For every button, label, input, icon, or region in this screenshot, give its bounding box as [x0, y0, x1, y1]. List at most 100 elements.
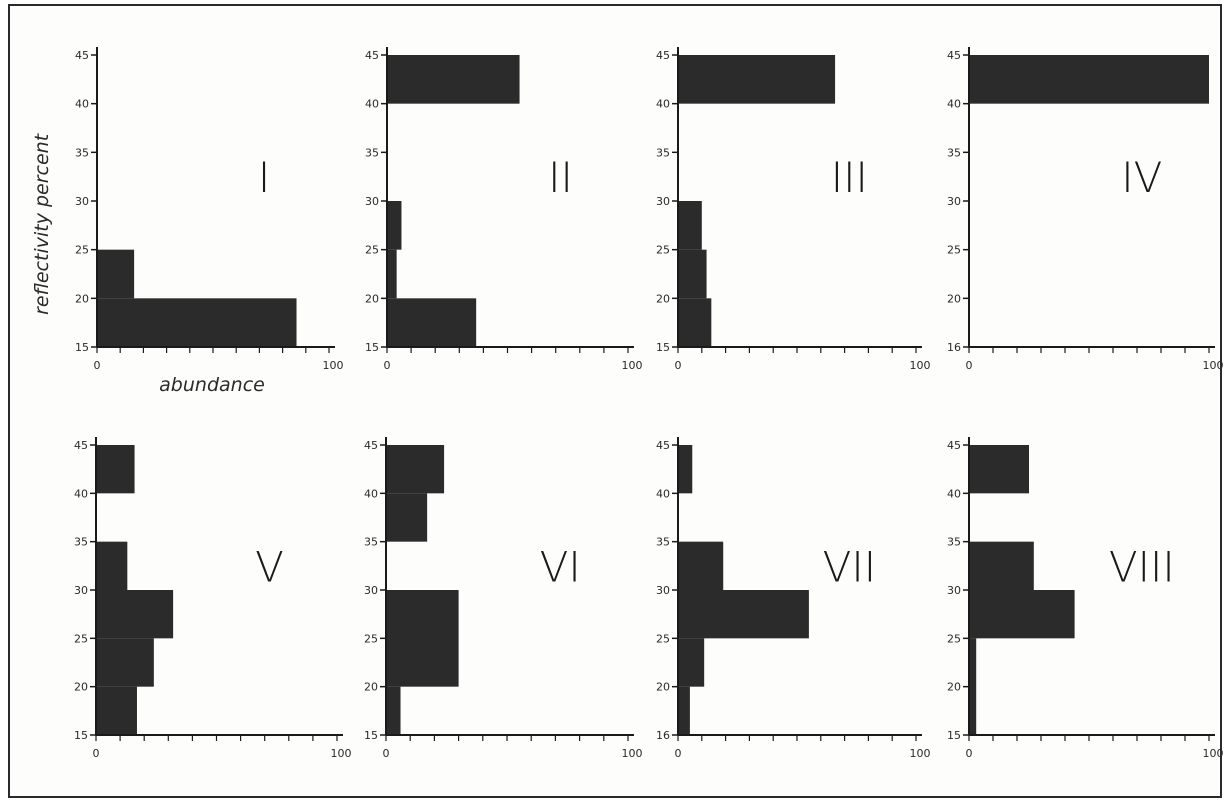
- y-tick-label-IV-30: 30: [947, 195, 961, 208]
- y-tick-label-II-20: 20: [365, 292, 379, 305]
- bar-V-40-45: [96, 445, 135, 494]
- y-tick-label-IV-40: 40: [947, 98, 961, 111]
- bar-VII-30-35: [678, 541, 724, 590]
- bar-V-20-25: [96, 638, 154, 687]
- panel-label-VII: VII: [823, 542, 877, 591]
- panel-label-V: V: [255, 542, 284, 591]
- y-tick-label-I-40: 40: [75, 98, 89, 111]
- y-tick-label-VIII-30: 30: [947, 584, 961, 597]
- y-tick-label-VI-15: 15: [364, 729, 378, 742]
- y-tick-label-VI-35: 35: [364, 536, 378, 549]
- y-tick-label-II-30: 30: [365, 195, 379, 208]
- x-tick-label-IV-0: 0: [966, 359, 973, 372]
- bar-VI-20-30: [386, 590, 459, 687]
- bar-II-20-25: [387, 249, 397, 299]
- y-tick-label-VII-45: 45: [656, 439, 670, 452]
- bar-VII-25-30: [678, 590, 809, 639]
- x-tick-label-V-0: 0: [93, 747, 100, 760]
- panel-VIII: 15 20 25 30 35 40 45 0 100 VIII: [947, 437, 1224, 760]
- panel-label-I: I: [258, 153, 270, 202]
- bar-VII-20-25: [678, 638, 705, 687]
- x-tick-label-V-100: 100: [331, 747, 352, 760]
- bar-III-25-30: [678, 201, 702, 250]
- y-tick-label-I-15: 15: [75, 341, 89, 354]
- x-tick-label-II-100: 100: [622, 359, 643, 372]
- y-tick-label-IV-35: 35: [947, 146, 961, 159]
- y-tick-label-VI-40: 40: [364, 487, 378, 500]
- y-tick-label-VI-20: 20: [364, 681, 378, 694]
- panel-III: 15 20 25 30 35 40 45 0 100 III: [656, 47, 931, 372]
- panel-label-VI: VI: [540, 542, 581, 591]
- x-tick-label-VI-100: 100: [622, 747, 643, 760]
- y-tick-label-II-40: 40: [365, 98, 379, 111]
- y-tick-label-V-15: 15: [74, 729, 88, 742]
- y-tick-label-V-20: 20: [74, 681, 88, 694]
- y-tick-label-VII-20: 20: [656, 681, 670, 694]
- y-tick-label-IV-45: 45: [947, 49, 961, 62]
- panel-label-IV: IV: [1121, 153, 1162, 202]
- y-tick-label-II-35: 35: [365, 146, 379, 159]
- y-tick-label-VIII-25: 25: [947, 632, 961, 645]
- bar-VI-35-40: [386, 493, 428, 542]
- y-tick-label-VI-25: 25: [364, 632, 378, 645]
- y-tick-label-IV-25: 25: [947, 244, 961, 257]
- panel-V: 15 20 25 30 35 40 45 0 100 V: [74, 437, 352, 760]
- y-tick-label-III-30: 30: [656, 195, 670, 208]
- y-tick-label-VIII-20: 20: [947, 681, 961, 694]
- panel-label-VIII: VIII: [1109, 542, 1175, 591]
- x-tick-label-I-0: 0: [94, 359, 101, 372]
- x-tick-label-III-100: 100: [910, 359, 931, 372]
- y-tick-label-II-15: 15: [365, 341, 379, 354]
- y-tick-label-V-45: 45: [74, 439, 88, 452]
- panel-label-III: III: [831, 153, 868, 202]
- y-tick-label-VI-30: 30: [364, 584, 378, 597]
- bar-III-15-20: [678, 298, 712, 347]
- bar-VIII-25-30: [969, 590, 1075, 639]
- y-tick-label-VII-40: 40: [656, 487, 670, 500]
- y-tick-label-IV-20: 20: [947, 292, 961, 305]
- y-tick-label-III-35: 35: [656, 146, 670, 159]
- bar-VI-15-20: [386, 686, 401, 735]
- y-tick-label-VIII-40: 40: [947, 487, 961, 500]
- x-tick-label-VI-0: 0: [383, 747, 390, 760]
- panel-II: 15 20 25 30 35 40 45 0 100 II: [365, 47, 643, 372]
- y-tick-label-VIII-45: 45: [947, 439, 961, 452]
- y-tick-label-III-20: 20: [656, 292, 670, 305]
- bar-V-30-35: [96, 541, 128, 590]
- panel-IV: 16 20 25 30 35 40 45 0 100 IV: [947, 47, 1224, 372]
- y-axis-title: reflectivity percent: [31, 132, 53, 315]
- y-tick-label-VIII-35: 35: [947, 536, 961, 549]
- x-axis-title: abundance: [159, 374, 265, 396]
- y-tick-label-III-15: 15: [656, 341, 670, 354]
- bar-II-40-45: [387, 55, 520, 104]
- bar-VII-40-45: [678, 445, 693, 494]
- y-tick-label-I-45: 45: [75, 49, 89, 62]
- x-tick-label-I-100: 100: [323, 359, 344, 372]
- y-tick-label-II-45: 45: [365, 49, 379, 62]
- bar-V-25-30: [96, 590, 174, 639]
- y-tick-label-I-30: 30: [75, 195, 89, 208]
- x-tick-label-VII-0: 0: [675, 747, 682, 760]
- panel-VI: 15 20 25 30 35 40 45 0 100 VI: [364, 437, 643, 760]
- bar-I-20-25: [97, 249, 135, 299]
- panel-label-II: II: [548, 153, 573, 202]
- bar-V-15-20: [96, 686, 137, 735]
- bar-II-25-30: [387, 201, 402, 250]
- x-tick-label-II-0: 0: [384, 359, 391, 372]
- bar-VIII-15-25: [969, 638, 977, 735]
- y-tick-label-IV-15: 16: [947, 341, 961, 354]
- x-tick-label-VII-100: 100: [910, 747, 931, 760]
- y-tick-label-III-25: 25: [656, 244, 670, 257]
- x-tick-label-VIII-0: 0: [966, 747, 973, 760]
- figure-frame: [8, 4, 1222, 798]
- panel-VII: 16 20 25 30 35 40 45 0 100 VII: [656, 437, 931, 760]
- y-tick-label-V-35: 35: [74, 536, 88, 549]
- bar-IV-40-45: [969, 55, 1209, 104]
- y-tick-label-I-35: 35: [75, 146, 89, 159]
- x-tick-label-III-0: 0: [675, 359, 682, 372]
- y-tick-label-II-25: 25: [365, 244, 379, 257]
- bar-VIII-40-45: [969, 445, 1029, 494]
- y-tick-label-VII-25: 25: [656, 632, 670, 645]
